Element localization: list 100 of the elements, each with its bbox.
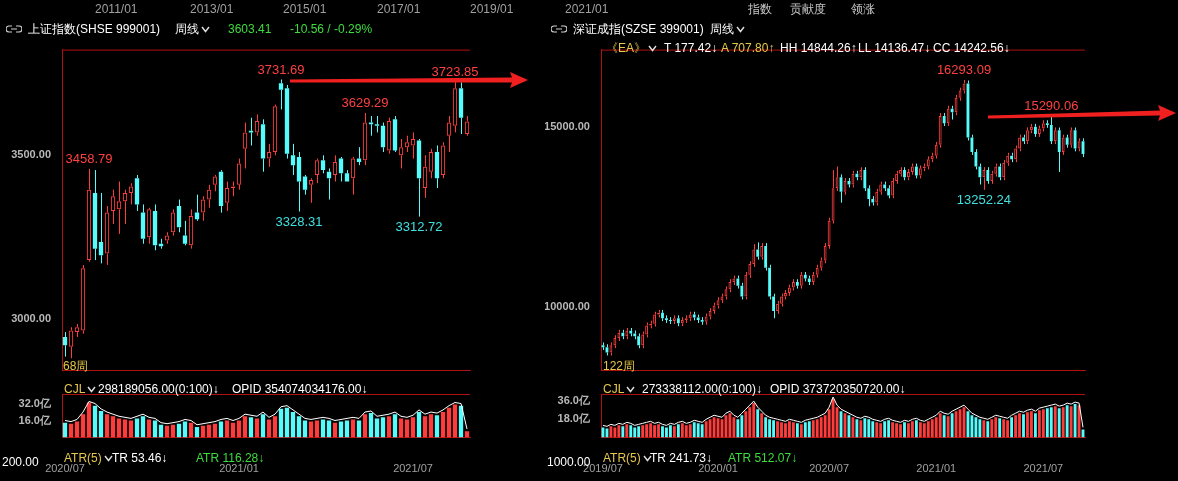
bar: [982, 420, 986, 438]
text: 3603.41: [228, 22, 272, 36]
bar: [899, 424, 902, 438]
text: 指数: [748, 2, 772, 16]
bar: [1053, 406, 1057, 438]
bar: [990, 419, 994, 438]
bar: [613, 427, 617, 438]
bar: [871, 421, 875, 438]
text: ATR(5): [64, 451, 102, 465]
bar: [1033, 413, 1037, 438]
candlestick: [296, 151, 302, 213]
bar: [140, 416, 146, 438]
text: TR 241.73↓: [650, 451, 713, 465]
text: 2019/01: [470, 2, 514, 16]
candlestick: [756, 241, 760, 261]
bar: [799, 424, 803, 438]
bar: [452, 404, 458, 438]
chart-title: CJL: [64, 382, 86, 396]
candlestick: [392, 115, 398, 153]
bar: [676, 424, 680, 438]
text: ATR(5): [603, 451, 641, 465]
bar: [1006, 420, 1010, 438]
bar: [404, 419, 410, 438]
bar: [895, 423, 898, 438]
bar: [1045, 408, 1049, 438]
bar: [672, 426, 676, 438]
candlestick: [803, 271, 807, 282]
bar: [374, 418, 380, 438]
bar: [764, 417, 768, 438]
bar: [795, 423, 799, 438]
candlestick: [134, 174, 140, 212]
bar: [907, 423, 910, 438]
candlestick: [665, 314, 668, 324]
candlestick: [92, 169, 98, 261]
bar: [780, 422, 783, 438]
candlestick: [669, 316, 672, 325]
annotation: 3328.31: [275, 213, 323, 229]
bar: [290, 412, 296, 438]
bar: [617, 425, 621, 438]
y-tick-label: 3000.00: [11, 312, 51, 325]
candlestick: [986, 166, 990, 185]
bar: [831, 399, 835, 438]
bar: [788, 421, 791, 438]
bar: [1065, 405, 1069, 438]
bar: [134, 418, 140, 438]
bar: [146, 419, 152, 438]
bar: [1057, 408, 1061, 438]
candlestick: [260, 118, 266, 173]
annotation: 3629.29: [341, 95, 389, 111]
bar: [911, 421, 914, 438]
bar: [380, 417, 386, 438]
bar: [260, 414, 266, 438]
bar: [768, 419, 772, 438]
bar: [986, 421, 990, 438]
bar: [621, 426, 625, 438]
chart-title: CJL: [603, 382, 625, 396]
chart-title: 深证成指(SZSE 399001): [573, 22, 704, 36]
bar: [122, 419, 128, 438]
bar: [815, 419, 819, 438]
bar: [1026, 412, 1029, 438]
candlestick: [284, 84, 290, 160]
bar: [791, 422, 795, 438]
candlestick: [1022, 134, 1025, 145]
x-tick-label: 2021/01: [916, 462, 957, 475]
bar: [104, 414, 110, 438]
candlestick: [950, 105, 954, 121]
bar: [772, 420, 775, 438]
bar: [684, 425, 688, 438]
candlestick: [278, 78, 284, 110]
chart-subtitle: 周线: [175, 22, 199, 36]
x-tick-label: 2020/07: [809, 462, 849, 475]
bar: [819, 417, 823, 438]
bar: [1049, 407, 1053, 438]
annotation: 13252.24: [956, 191, 1011, 207]
bar: [732, 417, 736, 438]
bar: [776, 421, 779, 438]
bar: [609, 426, 613, 438]
annotation: 《EA》: [606, 41, 647, 55]
bar: [110, 416, 116, 438]
annotation: 122周: [603, 359, 636, 373]
bar: [296, 416, 302, 438]
bar: [440, 412, 446, 438]
bar: [784, 423, 787, 438]
bar: [998, 418, 1002, 438]
candlestick: [887, 184, 891, 199]
bar: [649, 423, 653, 438]
y-tick-label: 16.0亿: [18, 413, 52, 426]
annotation: T 177.42↓: [664, 41, 718, 55]
bar: [950, 413, 954, 438]
bar: [392, 414, 398, 438]
candlestick: [176, 199, 182, 233]
candlestick: [1033, 123, 1037, 138]
bar: [700, 424, 704, 438]
annotation: 15290.06: [1024, 98, 1079, 114]
bar: [867, 419, 871, 438]
bar: [248, 417, 254, 438]
annotation: OPID 354074034176.00↓: [232, 382, 368, 396]
bar: [80, 414, 86, 438]
candlestick: [883, 181, 887, 192]
candlestick: [218, 169, 224, 214]
